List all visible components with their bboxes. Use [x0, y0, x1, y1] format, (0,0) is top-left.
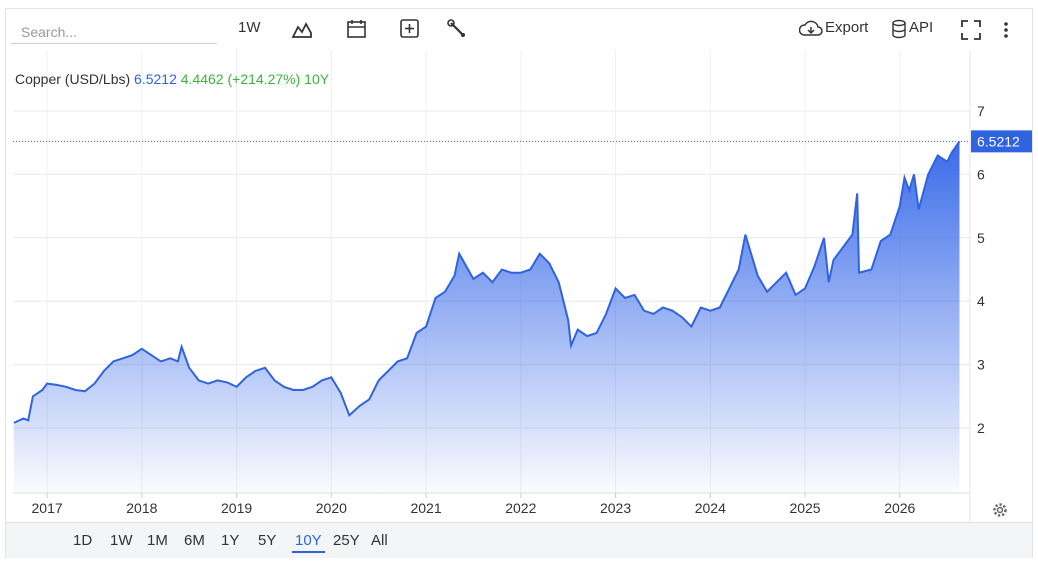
- export-button[interactable]: Export: [825, 19, 869, 36]
- range-button[interactable]: 1M: [147, 532, 168, 549]
- chart-widget: Search... 1W Export API 1D 1W 1M 6M 1Y 5Y 10Y 2…: [5, 8, 1033, 558]
- x-tick-label: 2017: [32, 500, 63, 516]
- export-icon[interactable]: [799, 19, 823, 39]
- y-tick-label: 3: [977, 357, 985, 373]
- x-tick-label: 2023: [600, 500, 631, 516]
- range-button[interactable]: 6M: [184, 532, 205, 549]
- interval-button[interactable]: 1W: [238, 19, 261, 36]
- legend-line: Copper (USD/Lbs) 6.5212 4.4462 (+214.27%…: [15, 71, 330, 87]
- x-tick-label: 2020: [316, 500, 347, 516]
- price-line: [13, 140, 961, 424]
- range-button[interactable]: All: [371, 532, 388, 549]
- range-button[interactable]: 25Y: [333, 532, 360, 549]
- change-percent: (+214.27%): [227, 71, 300, 87]
- compare-icon[interactable]: [399, 18, 421, 40]
- menu-icon[interactable]: [1001, 21, 1011, 41]
- x-tick-label: 2026: [884, 500, 915, 516]
- last-price-label: 6.5212: [977, 133, 1020, 149]
- change-value: 4.4462: [181, 71, 224, 87]
- range-button[interactable]: 10Y: [292, 530, 325, 553]
- x-tick-label: 2022: [505, 500, 536, 516]
- tools-icon[interactable]: [446, 18, 468, 40]
- search-box[interactable]: Search...: [11, 21, 217, 44]
- api-icon[interactable]: [891, 19, 907, 39]
- x-tick-label: 2019: [221, 500, 252, 516]
- labels: 2 3 4 5 6 7 2017 2018 2019 2020 2021 2022 2023 2024 20…: [32, 103, 1032, 516]
- api-button[interactable]: API: [909, 19, 934, 36]
- y-tick-label: 5: [977, 230, 985, 246]
- y-tick-label: 6: [977, 166, 985, 182]
- fullscreen-icon[interactable]: [960, 19, 982, 41]
- chart: 2 3 4 5 6 7 2017 2018 2019 2020 2021 2022 2023 2024 20…: [13, 50, 1032, 522]
- settings-icon[interactable]: [993, 503, 1007, 517]
- range-button[interactable]: 5Y: [258, 532, 277, 549]
- y-tick-label: 4: [977, 293, 985, 309]
- range-button[interactable]: 1W: [110, 532, 133, 549]
- range-bar: 1D 1W 1M 6M 1Y 5Y 10Y 25Y All: [6, 522, 1032, 558]
- area-fill: [13, 141, 960, 493]
- y-tick-label: 2: [977, 420, 985, 436]
- last-value: 6.5212: [134, 71, 177, 87]
- x-tick-label: 2018: [126, 500, 157, 516]
- last-price-box: [971, 130, 1032, 153]
- range-button[interactable]: 1D: [73, 532, 93, 549]
- x-tick-label: 2021: [410, 500, 441, 516]
- y-tick-label: 7: [977, 103, 985, 119]
- range-button[interactable]: 1Y: [221, 532, 240, 549]
- x-tick-label: 2024: [695, 500, 726, 516]
- calendar-icon[interactable]: [346, 18, 368, 40]
- x-tick-label: 2025: [789, 500, 820, 516]
- series-title: Copper (USD/Lbs): [15, 71, 130, 87]
- plot: [13, 140, 970, 493]
- chart-type-icon[interactable]: [291, 19, 313, 39]
- period: 10Y: [304, 71, 330, 87]
